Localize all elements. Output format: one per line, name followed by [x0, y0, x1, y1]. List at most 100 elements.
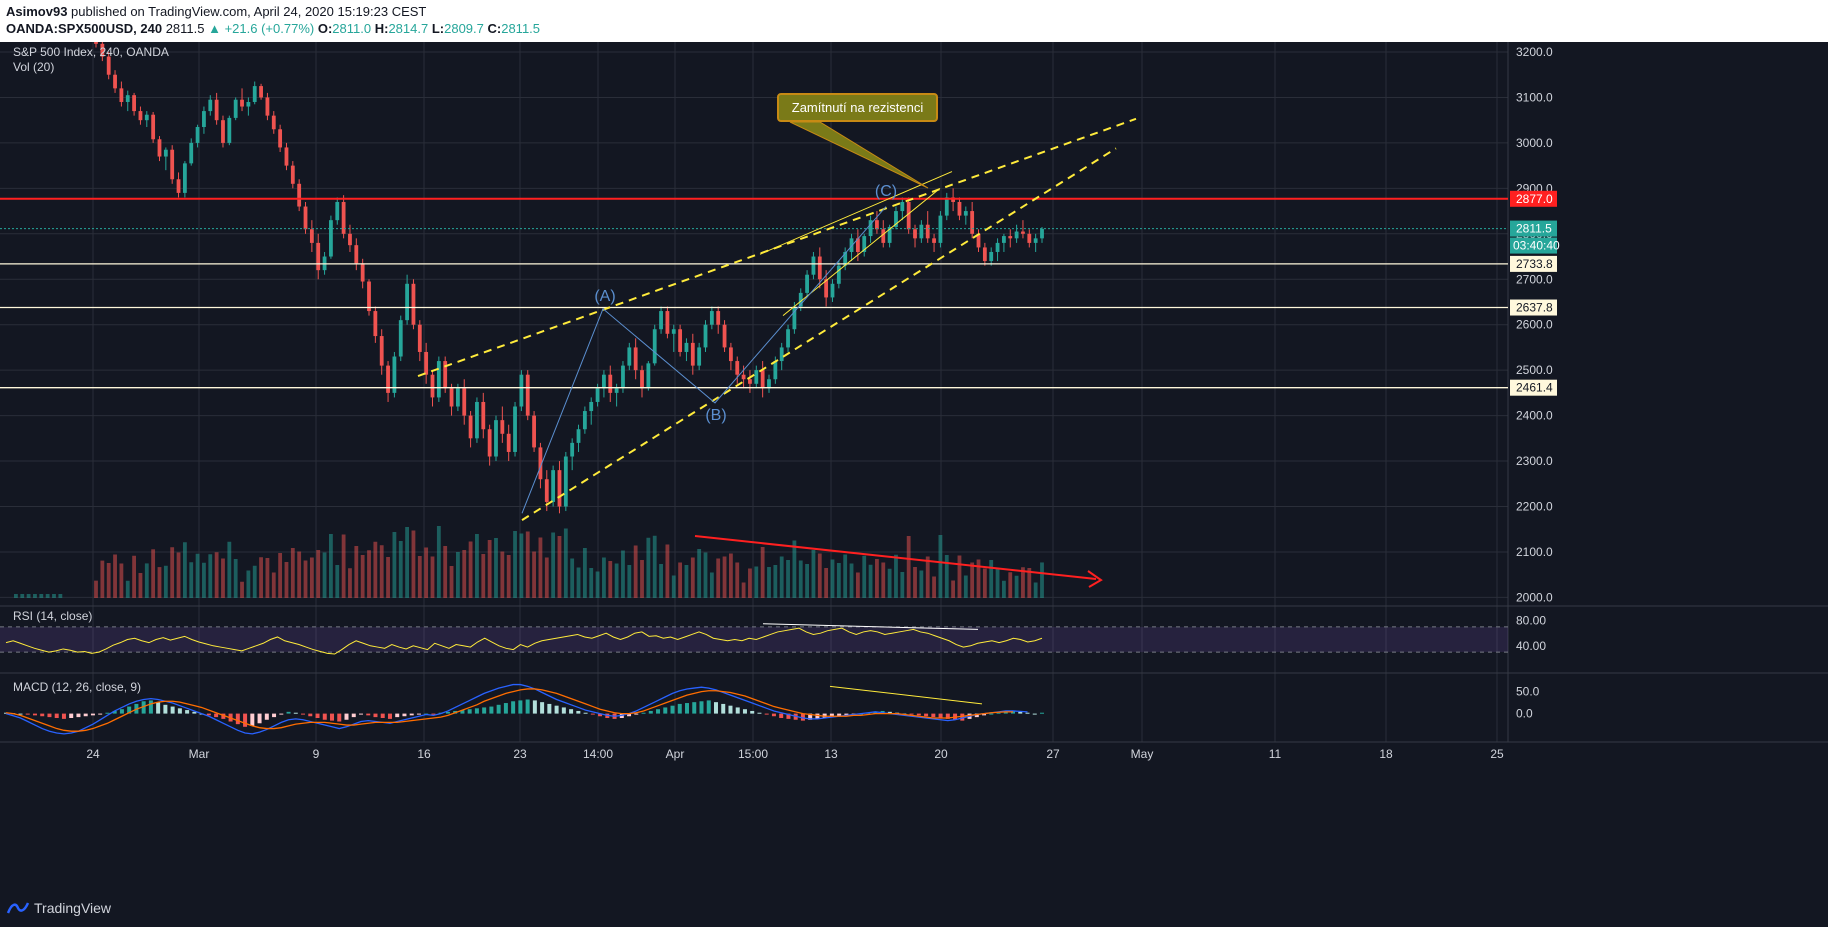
tradingview-brand[interactable]: TradingView: [34, 900, 112, 916]
candle-body: [290, 165, 295, 184]
volume-bar: [58, 594, 63, 598]
volume-bar: [360, 555, 365, 598]
macd-histogram-bar: [837, 713, 842, 717]
volume-bar: [487, 540, 492, 598]
candle-body: [792, 306, 797, 330]
macd-histogram-bar: [460, 710, 465, 714]
macd-histogram-bar: [511, 701, 516, 714]
macd-histogram-bar: [337, 713, 342, 722]
volume-label[interactable]: Vol (20): [13, 60, 55, 74]
macd-histogram-bar: [663, 707, 668, 714]
volume-bar: [1027, 568, 1032, 598]
volume-bar: [417, 556, 422, 598]
candle-body: [411, 283, 416, 325]
candle-body: [995, 242, 1000, 252]
price-tick-label: 3000.0: [1516, 136, 1553, 150]
volume-bar: [189, 562, 194, 598]
volume-bar: [113, 554, 117, 598]
volume-bar: [767, 567, 771, 598]
volume-bar: [932, 576, 936, 598]
macd-histogram-bar: [141, 701, 146, 714]
candle-body: [925, 224, 930, 239]
chart-canvas[interactable]: 24 Mar 9 16 23 14:00 Apr 15:00 13 20 27 May 11 18 25 32…: [0, 42, 1828, 889]
volume-bar: [938, 535, 943, 598]
candle-body: [748, 379, 752, 384]
rsi-label[interactable]: RSI (14, close): [13, 609, 93, 623]
volume-bar: [900, 572, 905, 598]
volume-bar: [538, 537, 543, 598]
volume-bar: [754, 566, 759, 598]
candle-body: [303, 206, 308, 230]
candle-body: [538, 447, 543, 480]
candle-body: [690, 342, 695, 366]
macd-histogram-bar: [1032, 713, 1037, 715]
macd-histogram-bar: [322, 713, 327, 720]
macd-histogram-bar: [503, 703, 508, 714]
main-pane-title[interactable]: S&P 500 Index, 240, OANDA: [13, 45, 169, 59]
candle-body: [138, 111, 143, 121]
price-level-badge: [1510, 190, 1557, 207]
volume-bar: [271, 572, 276, 598]
candle-body: [468, 415, 473, 439]
footer: TradingView: [0, 889, 1828, 927]
candle-body: [855, 238, 860, 252]
candle-body: [182, 163, 187, 193]
volume-bar: [652, 535, 657, 598]
macd-histogram-bar: [177, 708, 182, 714]
candle-body: [265, 97, 270, 116]
candle-body: [132, 95, 136, 112]
candle-body: [919, 224, 924, 239]
candle-body: [144, 114, 149, 121]
candle-body: [348, 233, 352, 246]
author-name[interactable]: Asimov93: [6, 4, 68, 19]
macd-histogram-bar: [40, 713, 45, 717]
volume-bar: [227, 541, 232, 598]
macd-histogram-bar: [330, 713, 335, 721]
candle-body: [233, 99, 238, 118]
candle-body: [430, 374, 435, 398]
time-tick-label: 20: [934, 747, 948, 761]
volume-bar: [1033, 582, 1038, 598]
candle-body: [424, 351, 429, 375]
candle-body: [735, 361, 740, 375]
volume-bar: [233, 559, 238, 598]
volume-bar: [163, 565, 168, 598]
candle-body: [208, 99, 213, 112]
time-tick-label: May: [1131, 747, 1154, 761]
macd-histogram-bar: [547, 703, 552, 714]
candle-body: [316, 242, 321, 271]
candle-body: [227, 117, 232, 143]
macd-histogram-bar: [474, 708, 479, 714]
macd-histogram-bar: [808, 713, 813, 720]
candle-body: [392, 356, 397, 393]
volume-bar: [868, 564, 873, 598]
volume-bar: [20, 594, 25, 598]
symbol-label[interactable]: OANDA:SPX500USD, 240: [6, 21, 163, 36]
resistance-callout[interactable]: Zamítnutí na rezistenci: [777, 93, 938, 122]
candle-body: [525, 374, 530, 416]
rsi-tick-label: 80.00: [1516, 614, 1546, 628]
volume-bar: [690, 557, 695, 598]
volume-decline-arrow-head: [1087, 570, 1103, 588]
candle-body: [113, 74, 117, 89]
volume-bar: [290, 548, 295, 598]
price-level-value: 2637.8: [1516, 301, 1553, 315]
candle-body: [754, 370, 759, 384]
candle-body: [722, 324, 727, 348]
candle-body: [1002, 236, 1006, 243]
macd-label[interactable]: MACD (12, 26, close, 9): [13, 680, 142, 694]
macd-histogram-bar: [496, 704, 501, 714]
volume-bar: [106, 563, 111, 598]
candle-body: [379, 336, 384, 366]
macd-histogram-bar: [416, 713, 421, 715]
macd-histogram-bar: [148, 700, 153, 714]
candle-body: [494, 420, 498, 457]
chart-area[interactable]: 24 Mar 9 16 23 14:00 Apr 15:00 13 20 27 May 11 18 25 32…: [0, 42, 1828, 889]
macd-histogram-bar: [916, 713, 921, 716]
candle-body: [665, 311, 670, 334]
price-tick-label: 2500.0: [1516, 363, 1553, 377]
volume-bar: [570, 558, 575, 598]
candle-body: [1033, 238, 1038, 243]
macd-histogram-bar: [800, 713, 805, 721]
price-level-badge: [1510, 299, 1557, 316]
